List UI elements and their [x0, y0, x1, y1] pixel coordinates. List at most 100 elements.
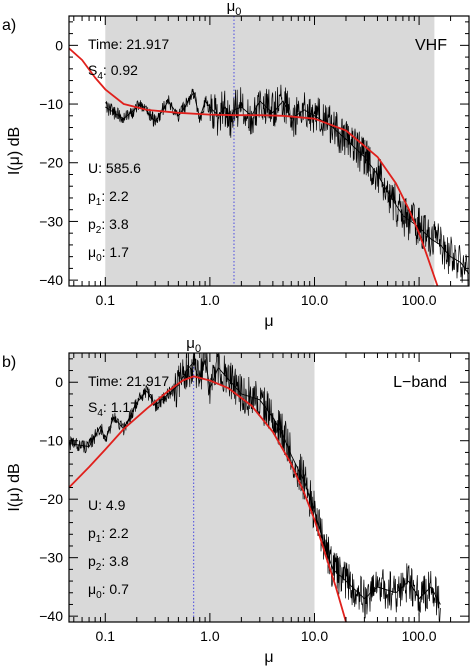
- annotation-separator: :: [101, 553, 109, 569]
- y-tick-label: 0: [55, 37, 63, 53]
- x-minor-ticks: [73, 353, 470, 622]
- mu0-label: μ0: [186, 335, 201, 355]
- annotation-label: p: [88, 525, 96, 541]
- annotation-sub: 2: [96, 562, 102, 573]
- shaded-region: [105, 16, 435, 286]
- annotation-separator: :: [101, 188, 109, 204]
- annotation-value: 1.17: [111, 399, 138, 415]
- y-tick-label: −40: [39, 272, 63, 288]
- annotation-label: μ: [88, 581, 96, 597]
- annotation-sub: 1: [96, 197, 102, 208]
- annotation-label: p: [88, 553, 96, 569]
- annotation-separator: :: [102, 244, 110, 260]
- annotation-5: μ0: 0.7: [88, 581, 129, 601]
- band-label: L−band: [393, 374, 447, 391]
- annotation-value: 4.9: [106, 497, 126, 513]
- data-series-trend: [69, 358, 441, 605]
- y-tick-label: −10: [39, 96, 63, 112]
- x-tick-label: 0.1: [96, 292, 116, 308]
- x-axis-label: μ: [264, 649, 273, 666]
- annotation-separator: :: [102, 581, 110, 597]
- x-tick-label: 1.0: [200, 292, 220, 308]
- annotation-sub: 1: [96, 534, 102, 545]
- annotation-label: p: [88, 188, 96, 204]
- y-axis-label: I(μ) dB: [6, 127, 23, 175]
- annotation-separator: :: [119, 36, 127, 52]
- mu0-label-sub: 0: [235, 6, 241, 18]
- annotation-separator: :: [98, 160, 106, 176]
- y-tick-label: 0: [55, 374, 63, 390]
- annotation-value: 21.917: [126, 373, 169, 389]
- y-ticks: [69, 21, 469, 281]
- y-tick-label: −30: [39, 213, 63, 229]
- annotation-label: U: [88, 497, 98, 513]
- annotation-0: Time: 21.917: [88, 373, 169, 389]
- mu0-label-sub: 0: [195, 343, 201, 355]
- annotation-sub: 0: [96, 253, 102, 264]
- annotation-label: p: [88, 216, 96, 232]
- x-axis-label: μ: [264, 313, 273, 330]
- annotation-3: p1: 2.2: [88, 188, 129, 208]
- annotation-label: Time: [88, 36, 119, 52]
- annotation-separator: :: [101, 216, 109, 232]
- annotation-sub: 2: [96, 225, 102, 236]
- annotation-sub: 4: [97, 71, 103, 82]
- annotation-1: S4: 0.92: [88, 62, 138, 82]
- annotation-label: Time: [88, 373, 119, 389]
- data-series-trend: [105, 91, 469, 275]
- annotation-value: 3.8: [109, 216, 129, 232]
- annotation-4: p2: 3.8: [88, 553, 129, 573]
- annotation-value: 0.92: [111, 62, 138, 78]
- annotation-3: p1: 2.2: [88, 525, 129, 545]
- annotation-0: Time: 21.917: [88, 36, 169, 52]
- y-tick-label: −20: [39, 155, 63, 171]
- annotation-2: U: 585.6: [88, 160, 141, 176]
- annotation-separator: :: [103, 62, 111, 78]
- y-tick-label: −20: [39, 491, 63, 507]
- model-curve: [69, 375, 347, 622]
- annotation-sub: 4: [97, 408, 103, 419]
- mu0-label: μ0: [227, 0, 242, 18]
- annotation-value: 0.7: [109, 581, 129, 597]
- annotation-value: 2.2: [109, 525, 129, 541]
- band-label: VHF: [415, 37, 447, 54]
- annotation-4: p2: 3.8: [88, 216, 129, 236]
- annotation-label: S: [88, 62, 97, 78]
- model-curve: [69, 47, 439, 286]
- annotation-sub: 0: [96, 590, 102, 601]
- annotation-label: μ: [88, 244, 96, 260]
- annotation-label: S: [88, 399, 97, 415]
- x-tick-label: 1.0: [200, 628, 220, 644]
- annotation-separator: :: [119, 373, 127, 389]
- x-tick-label: 0.1: [96, 628, 116, 644]
- x-tick-label: 100.0: [402, 292, 437, 308]
- y-tick-label: −40: [39, 608, 63, 624]
- x-tick-label: 100.0: [402, 628, 437, 644]
- annotation-value: 3.8: [109, 553, 129, 569]
- y-ticks: [69, 358, 469, 617]
- y-tick-label: −10: [39, 433, 63, 449]
- panel-label: a): [2, 17, 16, 34]
- annotation-1: S4: 1.17: [88, 399, 138, 419]
- annotation-separator: :: [98, 497, 106, 513]
- shaded-region: [69, 353, 315, 622]
- x-tick-label: 10.0: [301, 292, 328, 308]
- annotation-2: U: 4.9: [88, 497, 126, 513]
- y-tick-label: −30: [39, 550, 63, 566]
- annotation-label: U: [88, 160, 98, 176]
- x-tick-label: 10.0: [301, 628, 328, 644]
- x-minor-ticks: [73, 16, 470, 286]
- panel-label: b): [2, 354, 16, 371]
- annotation-5: μ0: 1.7: [88, 244, 129, 264]
- annotation-value: 2.2: [109, 188, 129, 204]
- annotation-value: 585.6: [106, 160, 141, 176]
- annotation-value: 1.7: [109, 244, 129, 260]
- y-axis-label: I(μ) dB: [6, 463, 23, 511]
- annotation-separator: :: [103, 399, 111, 415]
- data-series-line: [105, 84, 469, 286]
- annotation-separator: :: [101, 525, 109, 541]
- annotation-value: 21.917: [126, 36, 169, 52]
